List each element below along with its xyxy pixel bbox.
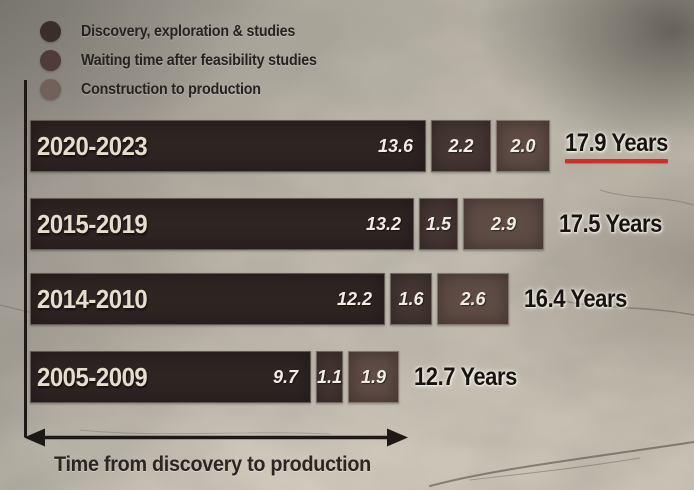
value-label: 2.6 xyxy=(460,288,486,309)
x-axis-title-text: Time from discovery to production xyxy=(54,452,371,476)
total-label: 17.9 Years xyxy=(565,129,668,163)
total-label: 12.7 Years xyxy=(414,362,517,391)
bar-segment-discovery: 2005-2009 9.7 xyxy=(30,351,311,403)
value-label: 1.1 xyxy=(316,366,343,387)
legend-item-label: Construction to production xyxy=(81,80,261,98)
legend-item-discovery: Discovery, exploration & studies xyxy=(40,19,337,44)
bar-segment-construction: 1.9 xyxy=(348,351,399,403)
legend: Discovery, exploration & studies Waiting … xyxy=(40,19,337,102)
category-label: 2014-2010 xyxy=(37,283,148,314)
legend-item-label: Waiting time after feasibility studies xyxy=(81,51,317,69)
bar-segment-discovery: 2020-2023 13.6 xyxy=(30,120,426,172)
legend-dot-icon xyxy=(40,21,61,42)
category-label: 2020-2023 xyxy=(37,130,148,161)
legend-item-construction: Construction to production xyxy=(40,77,337,102)
value-label: 9.7 xyxy=(272,366,298,387)
bar-segment-construction: 2.0 xyxy=(496,120,550,172)
value-label: 13.2 xyxy=(365,213,401,234)
category-label: 2015-2019 xyxy=(37,208,148,239)
value-label: 1.5 xyxy=(425,213,452,234)
category-label: 2005-2009 xyxy=(37,361,148,392)
highlight-underline xyxy=(565,159,668,163)
legend-item-waiting: Waiting time after feasibility studies xyxy=(40,48,337,73)
legend-item-label: Discovery, exploration & studies xyxy=(81,22,296,40)
x-axis-title: Time from discovery to production xyxy=(54,452,399,477)
bar-row-2015-2019: 2015-2019 13.2 1.5 2.9 17.5 Years xyxy=(30,198,676,250)
bar-row-2020-2023: 2020-2023 13.6 2.2 2.0 17.9 Years xyxy=(30,120,682,172)
value-label: 12.2 xyxy=(336,288,372,309)
total-label: 17.5 Years xyxy=(559,209,662,238)
total-label: 16.4 Years xyxy=(524,284,627,313)
value-label: 13.6 xyxy=(377,135,413,156)
bar-segment-waiting: 2.2 xyxy=(431,120,491,172)
value-label: 1.9 xyxy=(360,366,387,387)
bar-segment-waiting: 1.5 xyxy=(419,198,458,250)
bar-row-2014-2010: 2014-2010 12.2 1.6 2.6 16.4 Years xyxy=(30,273,641,325)
value-label: 1.6 xyxy=(398,288,424,309)
value-label: 2.0 xyxy=(510,135,536,156)
row-total: 17.5 Years xyxy=(559,210,676,239)
legend-dot-icon xyxy=(40,79,61,100)
bar-segment-construction: 2.6 xyxy=(437,273,509,325)
bar-segment-waiting: 1.6 xyxy=(390,273,432,325)
row-total: 16.4 Years xyxy=(524,285,641,314)
value-label: 2.2 xyxy=(448,135,474,156)
row-total: 17.9 Years xyxy=(565,129,682,163)
bar-segment-discovery: 2014-2010 12.2 xyxy=(30,273,385,325)
bar-segment-discovery: 2015-2019 13.2 xyxy=(30,198,414,250)
row-total: 12.7 Years xyxy=(414,363,531,392)
bar-segment-waiting: 1.1 xyxy=(316,351,343,403)
bar-segment-construction: 2.9 xyxy=(463,198,544,250)
legend-dot-icon xyxy=(40,50,61,71)
bar-row-2005-2009: 2005-2009 9.7 1.1 1.9 12.7 Years xyxy=(30,351,531,403)
value-label: 2.9 xyxy=(490,213,517,234)
